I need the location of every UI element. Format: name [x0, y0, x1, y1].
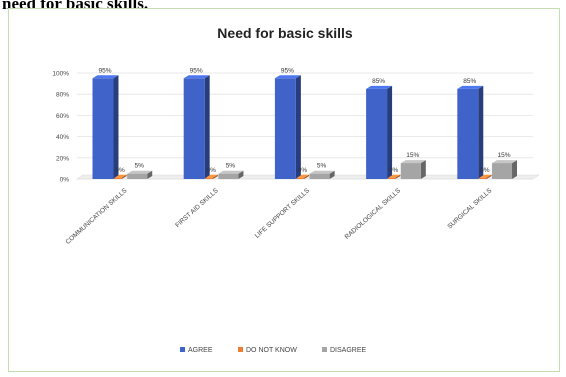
- bar-front: [274, 78, 296, 179]
- x-tick-label: LIFE SUPPORT SKILLS: [254, 187, 312, 240]
- bar-top: [205, 174, 218, 178]
- data-label: 15%: [406, 152, 419, 159]
- bar-do-not-know: [479, 174, 492, 179]
- bar-side: [420, 160, 426, 179]
- bar-front: [205, 177, 213, 179]
- data-label: 0%: [298, 167, 308, 174]
- legend-label: DO NOT KNOW: [246, 347, 297, 354]
- data-label: 85%: [463, 78, 476, 85]
- data-label: 0%: [207, 167, 217, 174]
- y-tick-label: 40%: [56, 134, 69, 141]
- data-label: 15%: [497, 152, 510, 159]
- bar-side: [395, 174, 401, 179]
- x-tick-label: COMMUNICATION SKILLS: [65, 187, 129, 246]
- bar-front: [92, 78, 114, 179]
- bar-front: [400, 163, 421, 179]
- bar-top: [479, 174, 492, 178]
- bar-front: [491, 163, 513, 179]
- bar-side: [113, 75, 119, 179]
- bar-agree: [183, 75, 210, 179]
- bar-agree: [457, 85, 484, 179]
- legend-swatch: [238, 347, 243, 352]
- y-tick-label: 20%: [56, 155, 69, 162]
- data-label: 95%: [190, 67, 203, 74]
- bar-top: [183, 75, 210, 79]
- bar-disagree: [491, 160, 518, 179]
- bar-agree: [92, 75, 119, 179]
- chart-title: Need for basic skills: [217, 25, 353, 41]
- data-label: 5%: [226, 163, 236, 170]
- bar-do-not-know: [205, 174, 218, 179]
- data-label: 5%: [134, 163, 144, 170]
- bar-side: [147, 170, 153, 179]
- bar-front: [387, 177, 396, 179]
- legend: AGREE DO NOT KNOW DISAGREE: [180, 347, 367, 354]
- bar-disagree: [127, 170, 153, 179]
- bar-top: [274, 75, 301, 79]
- bar-do-not-know: [387, 174, 401, 179]
- y-tick-label: 80%: [56, 92, 69, 99]
- legend-swatch: [180, 347, 185, 352]
- bar-disagree: [309, 170, 335, 179]
- bar-front: [218, 173, 239, 179]
- y-tick-label: 60%: [56, 113, 69, 120]
- chart-frame: Need for basic skills 0% 20% 40% 60% 80% 100%…: [8, 8, 560, 372]
- data-label: 0%: [480, 167, 490, 174]
- bar-top: [457, 85, 484, 89]
- data-label: 0%: [115, 167, 125, 174]
- bar-front: [309, 173, 330, 179]
- data-label: 85%: [372, 78, 385, 85]
- bar-top: [218, 170, 244, 174]
- data-label: 95%: [98, 67, 111, 74]
- x-tick-label: SURGICAL SKILLS: [446, 187, 493, 231]
- bar-agree: [366, 85, 393, 179]
- bar-side: [238, 170, 244, 179]
- bar-front: [366, 88, 388, 179]
- bar-agree: [274, 75, 301, 179]
- bar-side: [295, 75, 301, 179]
- bar-side: [212, 174, 218, 179]
- bar-front: [296, 177, 305, 179]
- bar-front: [114, 177, 122, 179]
- bar-disagree: [400, 160, 426, 179]
- bar-front: [183, 78, 205, 179]
- y-tick-label: 100%: [52, 71, 69, 78]
- data-label: 5%: [317, 163, 327, 170]
- bar-top: [387, 174, 401, 178]
- bar-top: [114, 174, 127, 178]
- bar-top: [127, 170, 153, 174]
- legend-swatch: [322, 347, 327, 352]
- bar-top: [366, 85, 393, 89]
- bar-front: [479, 177, 487, 179]
- bar-side: [512, 160, 518, 179]
- data-label: 95%: [281, 67, 294, 74]
- x-tick-label: RADIOLOGICAL SKILLS: [344, 187, 403, 241]
- category-axis: COMMUNICATION SKILLS FIRST AID SKILLS LIFE…: [65, 187, 494, 246]
- bar-top: [491, 160, 518, 164]
- bar-side: [387, 85, 393, 179]
- bars: 95% 0% 5% 95% 0% 5% 95% 0% 5% 85% 0% 15% 85% 0% 15%: [92, 67, 518, 179]
- bar-chart: Need for basic skills 0% 20% 40% 60% 80% 100%…: [52, 25, 540, 354]
- bar-side: [486, 174, 492, 179]
- bar-front: [127, 173, 148, 179]
- bar-do-not-know: [114, 174, 127, 179]
- bar-do-not-know: [296, 174, 310, 179]
- bar-side: [121, 174, 127, 179]
- bar-side: [204, 75, 210, 179]
- bar-top: [400, 160, 426, 164]
- x-tick-label: FIRST AID SKILLS: [174, 187, 220, 229]
- bar-side: [329, 170, 335, 179]
- bar-side: [478, 85, 484, 179]
- bar-front: [457, 88, 479, 179]
- bar-top: [309, 170, 335, 174]
- y-tick-label: 0%: [60, 177, 70, 184]
- legend-label: DISAGREE: [330, 347, 367, 354]
- bar-side: [304, 174, 310, 179]
- bar-disagree: [218, 170, 244, 179]
- legend-label: AGREE: [188, 347, 213, 354]
- data-label: 0%: [389, 167, 399, 174]
- bar-top: [92, 75, 119, 79]
- bar-top: [296, 174, 310, 178]
- y-axis: 0% 20% 40% 60% 80% 100%: [52, 71, 69, 184]
